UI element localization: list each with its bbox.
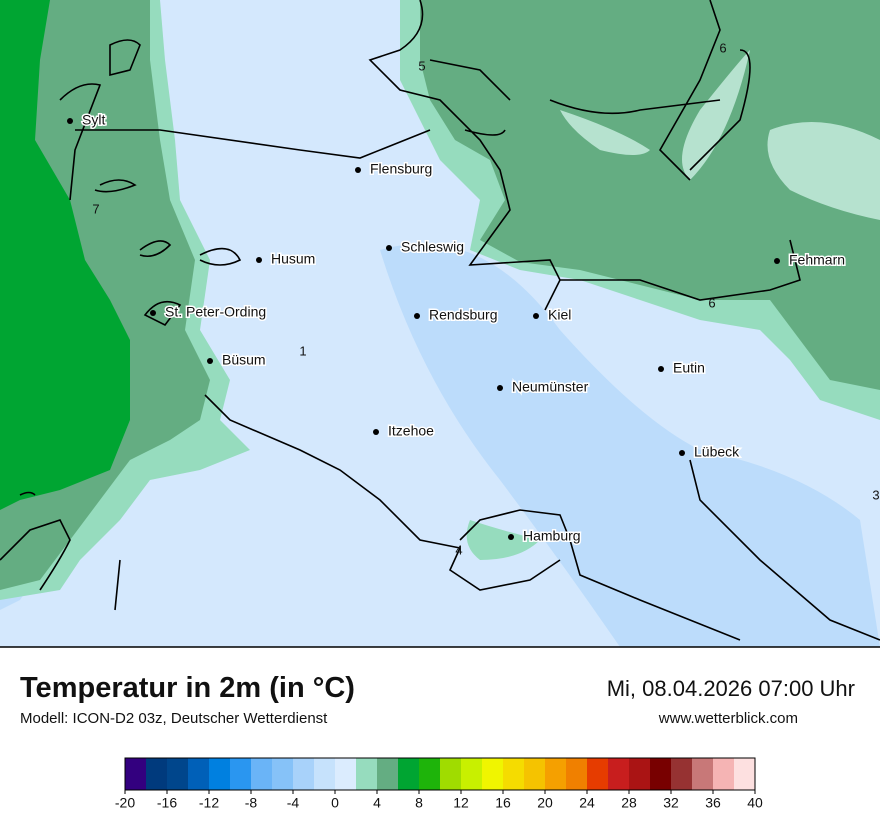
colorbar-bin xyxy=(713,758,734,790)
website: www.wetterblick.com xyxy=(658,710,798,727)
city-dot xyxy=(508,534,514,540)
mild-area xyxy=(466,520,540,560)
colorbar-bin xyxy=(671,758,692,790)
colorbar-bin xyxy=(692,758,713,790)
cool-patch xyxy=(380,243,880,648)
colorbar-tick-label: 28 xyxy=(621,795,637,810)
city-dot xyxy=(533,313,539,319)
colorbar-bin xyxy=(251,758,272,790)
land-patch xyxy=(560,50,880,220)
colorbar-bin xyxy=(440,758,461,790)
colorbar-bin xyxy=(125,758,146,790)
colorbar-tick-label: 20 xyxy=(537,795,553,810)
city-label: Büsum xyxy=(222,352,266,368)
colorbar-bin xyxy=(587,758,608,790)
colorbar-bin xyxy=(608,758,629,790)
datetime: Mi, 08.04.2026 07:00 Uhr xyxy=(606,676,855,701)
city-label: Flensburg xyxy=(370,161,432,177)
colorbar-tick-label: 12 xyxy=(453,795,469,810)
colorbar-bin xyxy=(314,758,335,790)
city-dot xyxy=(679,450,685,456)
isotherm-label: 7 xyxy=(92,201,99,216)
colorbar-tick-label: 16 xyxy=(495,795,511,810)
city-label: Kiel xyxy=(548,307,571,323)
city-dot xyxy=(256,257,262,263)
colorbar-bin xyxy=(503,758,524,790)
colorbar-bin xyxy=(650,758,671,790)
isotherm-label: 6 xyxy=(719,40,726,55)
city-label: Lübeck xyxy=(694,444,740,460)
colorbar-bin xyxy=(461,758,482,790)
colorbar-bin xyxy=(293,758,314,790)
colorbar-bin xyxy=(209,758,230,790)
colorbar-tick-label: 0 xyxy=(331,795,339,810)
colorbar-bin xyxy=(230,758,251,790)
colorbar-bin xyxy=(482,758,503,790)
city-label: St. Peter-Ording xyxy=(165,304,266,320)
city-dot xyxy=(414,313,420,319)
colorbar-tick-label: -12 xyxy=(199,795,219,810)
colorbar-tick-label: 36 xyxy=(705,795,721,810)
isotherm-label: 1 xyxy=(299,343,306,358)
city-dot xyxy=(658,366,664,372)
city-dot xyxy=(207,358,213,364)
colorbar-tick-label: -16 xyxy=(157,795,177,810)
title: Temperatur in 2m (in °C) xyxy=(20,672,355,704)
colorbar-bin xyxy=(524,758,545,790)
isotherm-label: 5 xyxy=(418,58,425,73)
city-dot xyxy=(355,167,361,173)
sea-area xyxy=(420,0,880,390)
colorbar-bin xyxy=(335,758,356,790)
colorbar-bin xyxy=(272,758,293,790)
colorbar-bin xyxy=(398,758,419,790)
colorbar-bin xyxy=(188,758,209,790)
colorbar-tick-label: -8 xyxy=(245,795,258,810)
colorbar-tick-label: -20 xyxy=(115,795,135,810)
city-label: Itzehoe xyxy=(388,423,434,439)
colorbar-bin xyxy=(734,758,755,790)
colorbar-bin xyxy=(419,758,440,790)
warm-sea xyxy=(0,0,130,510)
colorbar-tick-label: 24 xyxy=(579,795,595,810)
colorbar-tick-label: 32 xyxy=(663,795,679,810)
city-label: Fehmarn xyxy=(789,252,845,268)
city-label: Neumünster xyxy=(512,379,589,395)
city-label: Sylt xyxy=(82,112,105,128)
colorbar-bin xyxy=(167,758,188,790)
city-dot xyxy=(497,385,503,391)
isotherm-label: 3 xyxy=(872,487,879,502)
city-label: Eutin xyxy=(673,360,705,376)
city-label: Husum xyxy=(271,251,315,267)
isotherm-label: 6 xyxy=(708,295,715,310)
colorbar-tick-label: 40 xyxy=(747,795,763,810)
colorbar-tick-label: -4 xyxy=(287,795,300,810)
colorbar: -20 -16 -12 -8 -4 0 4 8 12 16 20 24 28 32 36 40 xyxy=(115,757,763,810)
city-label: Schleswig xyxy=(401,239,464,255)
colorbar-frame xyxy=(124,757,756,791)
colorbar-tick-label: 8 xyxy=(415,795,423,810)
city-dot xyxy=(150,310,156,316)
map: Sylt Flensburg Schleswig Husum St. Peter-Ord… xyxy=(0,0,880,648)
colorbar-bin xyxy=(545,758,566,790)
colorbar-tick-label: 4 xyxy=(373,795,381,810)
city-dot xyxy=(774,258,780,264)
colorbar-bin xyxy=(566,758,587,790)
colorbar-bin xyxy=(629,758,650,790)
city-dot xyxy=(67,118,73,124)
colorbar-bin xyxy=(146,758,167,790)
city-label: Hamburg xyxy=(523,528,581,544)
colorbar-bin xyxy=(377,758,398,790)
isotherm-label: 4 xyxy=(455,542,462,557)
model-info: Modell: ICON-D2 03z, Deutscher Wetterdie… xyxy=(20,710,328,727)
city-label: Rendsburg xyxy=(429,307,498,323)
city-dot xyxy=(373,429,379,435)
colorbar-bin xyxy=(356,758,377,790)
footer: Temperatur in 2m (in °C) Modell: ICON-D2… xyxy=(0,648,880,830)
city-dot xyxy=(386,245,392,251)
